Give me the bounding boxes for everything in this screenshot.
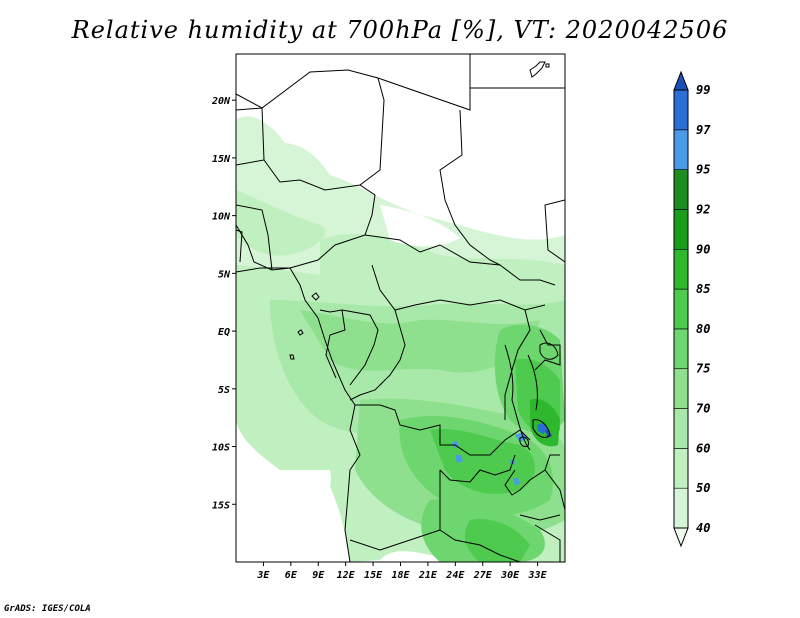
lon-tick-label: 6E [285, 570, 298, 581]
lat-tick-label: 5N [218, 269, 231, 280]
colorbar-lower-extension [673, 527, 689, 548]
lon-tick-label: 12E [337, 570, 356, 581]
islands [289, 61, 550, 360]
lon-tick-label: 27E [473, 570, 493, 581]
colorbar-level-label: 75 [696, 362, 710, 376]
map-title: Relative humidity at 700hPa [%], VT: 202… [71, 16, 729, 44]
colorbar-level-label: 40 [696, 521, 710, 535]
colorbar-level-label: 90 [696, 242, 710, 256]
colorbar-level-label: 60 [696, 441, 710, 455]
lon-tick-label: 24E [445, 570, 465, 581]
colorbar: 40 50 60 70 75 80 85 90 92 95 97 99 [673, 70, 711, 548]
lat-tick-label: 20N [211, 96, 231, 107]
colorbar-level-label: 80 [696, 322, 710, 336]
lat-tick-label: 5S [218, 385, 230, 396]
colorbar-level-label: 95 [696, 163, 710, 177]
lat-tick-label: 10N [212, 212, 231, 223]
map-panel [236, 54, 565, 562]
colorbar-segment [673, 169, 689, 210]
humidity-field [236, 116, 565, 562]
colorbar-level-label: 85 [696, 282, 710, 296]
latitude-axis: 20N 15N 10N 5N EQ 5S 10S 15S [211, 96, 236, 511]
longitude-axis: 3E 6E 9E 12E 15E 18E 21E 24E 27E 30E 33E [256, 562, 548, 581]
country-borders [236, 54, 565, 562]
colorbar-segment [673, 209, 689, 250]
colorbar-level-label: 97 [696, 123, 711, 137]
colorbar-segment [673, 487, 689, 529]
colorbar-segment [673, 368, 689, 409]
colorbar-level-label: 92 [696, 202, 710, 216]
lon-tick-label: 9E [312, 570, 325, 581]
colorbar-level-label: 70 [696, 402, 710, 416]
colorbar-segment [673, 248, 689, 290]
west-coast-edge [236, 229, 243, 263]
lon-tick-label: 18E [391, 570, 410, 581]
colorbar-upper-extension [673, 70, 689, 91]
colorbar-level-label: 50 [696, 481, 710, 495]
lon-tick-label: 30E [500, 570, 520, 581]
lat-tick-label: EQ [218, 327, 230, 338]
lat-tick-label: 15N [212, 154, 231, 165]
lon-tick-label: 21E [418, 570, 438, 581]
colorbar-segment [673, 288, 689, 330]
lat-tick-label: 10S [212, 443, 230, 454]
colorbar-segment [673, 89, 689, 131]
colorbar-segment [673, 408, 689, 449]
grads-credit: GrADS: IGES/COLA [4, 604, 91, 614]
lon-tick-label: 3E [256, 570, 270, 581]
colorbar-frame [673, 89, 689, 529]
colorbar-segment [673, 448, 689, 489]
lat-tick-label: 15S [212, 500, 230, 511]
colorbar-segment [673, 328, 689, 370]
lon-tick-label: 15E [364, 570, 383, 581]
lon-tick-label: 33E [528, 570, 548, 581]
colorbar-segment [673, 129, 689, 170]
colorbar-level-label: 99 [696, 83, 710, 97]
